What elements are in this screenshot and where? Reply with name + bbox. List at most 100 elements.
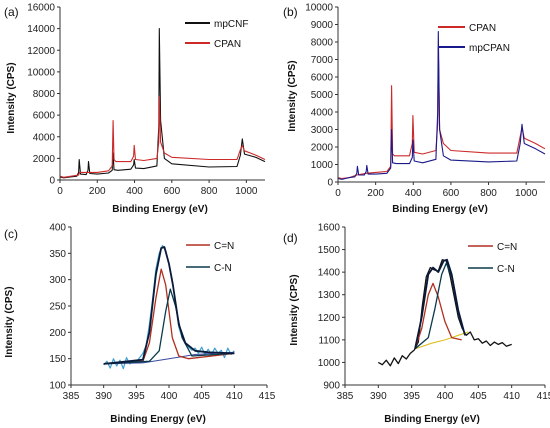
panel-label: (a) bbox=[4, 5, 19, 19]
x-tick-label: 200 bbox=[367, 188, 384, 199]
x-tick-label: 0 bbox=[335, 188, 341, 199]
legend-label-cpan: CPAN bbox=[214, 39, 241, 50]
x-tick-label: 415 bbox=[259, 391, 276, 402]
legend-label-c-n: C-N bbox=[497, 264, 515, 275]
legend-label-c-double-n: C=N bbox=[497, 242, 517, 253]
panel-label: (d) bbox=[283, 231, 298, 245]
x-axis-label: Binding Energy (eV) bbox=[384, 414, 480, 425]
y-tick-label: 350 bbox=[49, 249, 66, 260]
y-tick-label: 8000 bbox=[33, 89, 56, 100]
panel-label: (c) bbox=[4, 227, 18, 241]
y-axis-label: Intensity (CPS) bbox=[6, 62, 17, 133]
y-tick-label: 0 bbox=[49, 176, 55, 187]
y-axis-label: Intensity (CPS) bbox=[4, 286, 15, 357]
series-line-cpan bbox=[59, 96, 266, 178]
legend-label-c-n: C-N bbox=[214, 263, 232, 274]
x-tick-label: 1000 bbox=[235, 186, 258, 197]
y-tick-label: 250 bbox=[49, 302, 66, 313]
y-tick-label: 900 bbox=[323, 381, 340, 392]
y-tick-label: 400 bbox=[49, 223, 66, 234]
x-tick-label: 600 bbox=[443, 188, 460, 199]
y-tick-label: 1600 bbox=[318, 223, 341, 234]
y-tick-label: 10000 bbox=[27, 67, 55, 78]
legend: C=N C-N bbox=[468, 242, 517, 275]
y-tick-label: 4000 bbox=[311, 108, 334, 119]
panel-a: (a) Intensity (CPS) Binding Energy (eV) … bbox=[4, 3, 266, 215]
y-tick-label: 6000 bbox=[311, 73, 334, 84]
legend-label-c-double-n: C=N bbox=[214, 241, 234, 252]
y-tick-label: 100 bbox=[49, 381, 66, 392]
x-axis-label: Binding Energy (eV) bbox=[110, 414, 206, 425]
x-tick-label: 410 bbox=[503, 391, 520, 402]
y-tick-label: 0 bbox=[327, 178, 333, 189]
x-axis-label: Binding Energy (eV) bbox=[112, 204, 208, 215]
y-axis-label: Intensity (CPS) bbox=[287, 60, 298, 131]
y-tick-label: 1500 bbox=[318, 245, 341, 256]
x-tick-label: 600 bbox=[163, 186, 180, 197]
legend: CPAN mpCPAN bbox=[438, 23, 510, 54]
y-tick-label: 2000 bbox=[311, 143, 334, 154]
x-tick-label: 385 bbox=[63, 391, 80, 402]
series-line-background bbox=[103, 351, 235, 365]
y-tick-label: 9000 bbox=[311, 20, 334, 31]
y-tick-label: 16000 bbox=[27, 3, 55, 14]
y-tick-label: 1100 bbox=[318, 335, 340, 346]
y-tick-label: 1200 bbox=[318, 313, 341, 324]
x-axis-label: Binding Energy (eV) bbox=[392, 204, 488, 215]
y-tick-label: 1000 bbox=[318, 358, 341, 369]
x-tick-label: 0 bbox=[57, 186, 63, 197]
y-tick-label: 150 bbox=[49, 354, 66, 365]
x-tick-label: 405 bbox=[470, 391, 487, 402]
y-axis-label: Intensity (CPS) bbox=[289, 274, 300, 345]
y-tick-label: 300 bbox=[49, 275, 66, 286]
x-tick-label: 400 bbox=[405, 188, 422, 199]
series-line-raw bbox=[377, 259, 512, 367]
series-line-c-double-n bbox=[103, 268, 235, 365]
x-tick-label: 405 bbox=[193, 391, 210, 402]
legend-label-mpcnf: mpCNF bbox=[214, 19, 248, 30]
y-tick-label: 1000 bbox=[311, 160, 334, 171]
x-tick-label: 395 bbox=[403, 391, 420, 402]
y-tick-label: 5000 bbox=[311, 90, 334, 101]
y-tick-label: 1300 bbox=[318, 290, 341, 301]
series-line-mpcnf bbox=[59, 28, 266, 179]
panel-c: (c) Intensity (CPS) Binding Energy (eV) … bbox=[4, 223, 276, 426]
series-line-c-double-n bbox=[414, 282, 462, 350]
x-tick-label: 400 bbox=[161, 391, 178, 402]
series-line-cpan bbox=[337, 46, 546, 180]
x-tick-label: 400 bbox=[126, 186, 143, 197]
x-tick-label: 1000 bbox=[515, 188, 538, 199]
series-lines bbox=[337, 30, 546, 180]
series-line-mpcpan bbox=[337, 30, 546, 180]
series-lines bbox=[59, 28, 266, 179]
x-tick-label: 385 bbox=[337, 391, 354, 402]
x-tick-label: 800 bbox=[201, 186, 218, 197]
series-line-envelope bbox=[103, 246, 235, 365]
y-tick-label: 8000 bbox=[311, 38, 334, 49]
legend: mpCNF CPAN bbox=[185, 19, 248, 50]
x-tick-label: 200 bbox=[89, 186, 106, 197]
y-tick-label: 1400 bbox=[318, 268, 341, 279]
y-tick-label: 12000 bbox=[27, 46, 55, 57]
x-tick-label: 415 bbox=[537, 391, 550, 402]
series-line-envelope bbox=[414, 258, 466, 350]
panel-d: (d) Intensity (CPS) Binding Energy (eV) … bbox=[283, 223, 550, 426]
legend-label-mpcpan: mpCPAN bbox=[469, 43, 510, 54]
x-tick-label: 395 bbox=[128, 391, 145, 402]
legend: C=N C-N bbox=[186, 241, 234, 274]
panel-b: (b) Intensity (CPS) Binding Energy (eV) … bbox=[283, 3, 546, 215]
x-tick-label: 390 bbox=[370, 391, 387, 402]
y-tick-label: 14000 bbox=[27, 24, 55, 35]
y-tick-label: 3000 bbox=[311, 125, 334, 136]
panel-label: (b) bbox=[283, 5, 298, 19]
y-tick-label: 6000 bbox=[33, 111, 56, 122]
series-line-background bbox=[414, 331, 469, 350]
y-tick-label: 10000 bbox=[305, 3, 333, 14]
x-tick-label: 400 bbox=[437, 391, 454, 402]
y-tick-label: 2000 bbox=[33, 154, 56, 165]
y-tick-label: 7000 bbox=[311, 55, 334, 66]
series-lines bbox=[103, 244, 235, 370]
y-tick-label: 4000 bbox=[33, 132, 56, 143]
series-lines bbox=[377, 258, 512, 367]
